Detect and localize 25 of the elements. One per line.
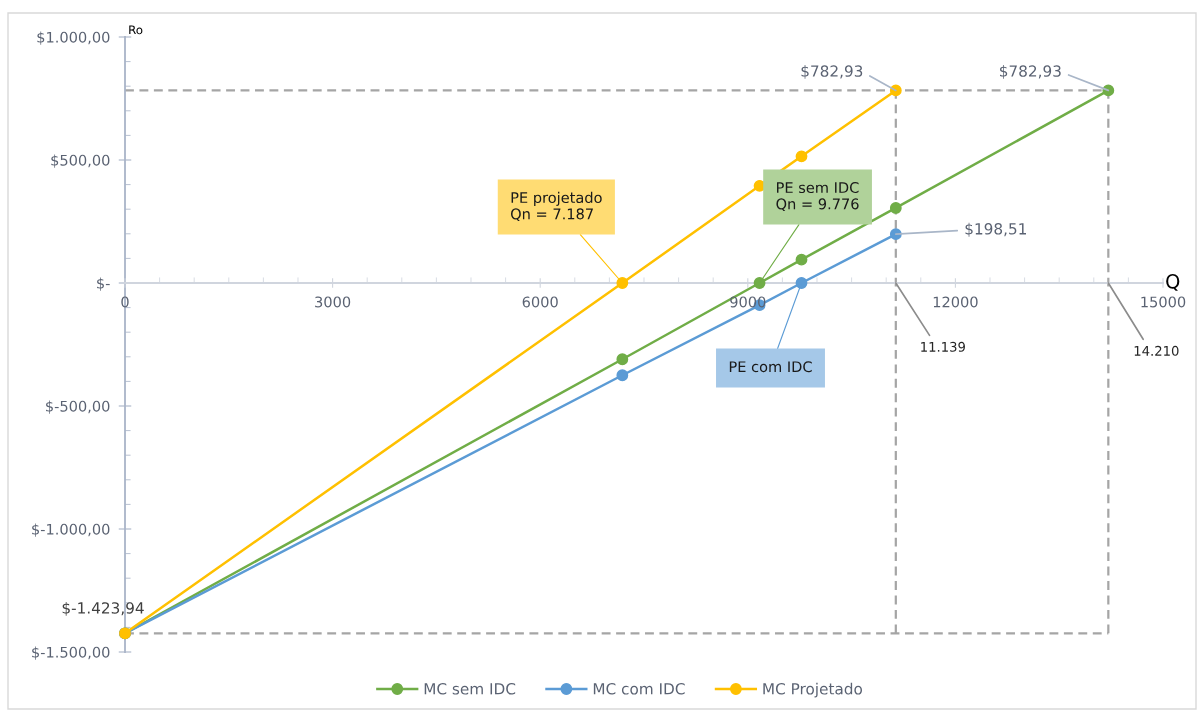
annotation: 11.139 [921, 341, 965, 352]
x-tick-label: 0 [121, 296, 129, 308]
legend-label: MC com IDC [593, 683, 685, 695]
legend-label: MC sem IDC [424, 683, 516, 695]
x-tick-label: 12000 [933, 296, 978, 308]
x-tick-label: 3000 [315, 296, 351, 308]
annotation: $782,93 [1000, 65, 1061, 79]
y-tick-label: $500,00 [51, 154, 110, 168]
annotation: $-1.423,94 [62, 601, 144, 616]
annotation: PE projetado Qn = 7.187 [510, 191, 602, 222]
x-tick-label: 6000 [522, 296, 558, 308]
x-tick-label: 15000 [1141, 296, 1186, 308]
y-tick-label: $- [97, 277, 110, 291]
y-tick-label: $1.000,00 [37, 31, 110, 45]
annotation: $782,93 [801, 65, 863, 79]
y-tick-label: $-500,00 [46, 400, 110, 414]
x-axis-title: Q [1166, 273, 1180, 291]
y-tick-label: $-1.000,00 [32, 523, 110, 537]
y-tick-label: $-1.500,00 [32, 646, 110, 660]
annotation: $198,51 [965, 222, 1026, 237]
annotation: PE sem IDC Qn = 9.776 [776, 182, 859, 212]
annotation: PE com IDC [729, 361, 812, 373]
legend-label: MC Projetado [763, 682, 863, 698]
annotation: 14.210 [1134, 345, 1179, 356]
y-axis-title: Ro [129, 25, 143, 35]
